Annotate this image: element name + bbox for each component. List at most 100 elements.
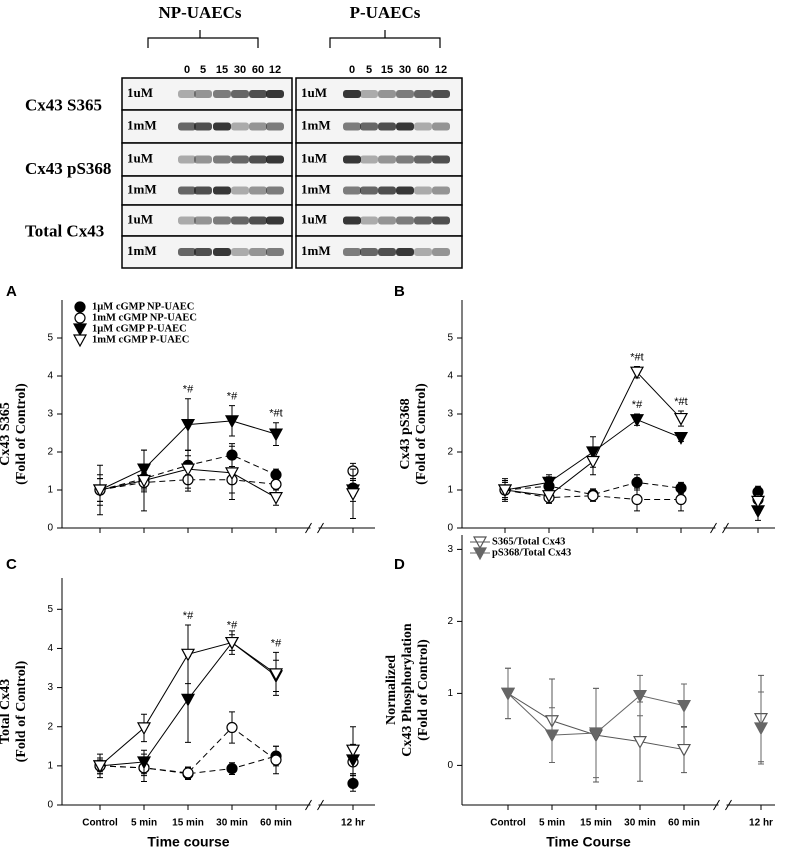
marker [180, 419, 196, 432]
lane-label: 12 [269, 64, 281, 76]
y-tick-label: 1 [47, 761, 53, 772]
marker [92, 484, 108, 498]
blot-band [414, 186, 432, 195]
blot-band [213, 122, 231, 131]
annotation: *#t [674, 396, 687, 408]
marker [136, 474, 152, 488]
blot-band [414, 90, 432, 98]
x-axis-label: Time course [147, 834, 229, 850]
y-axis-label: Cx43 S365 [0, 402, 13, 465]
marker [268, 428, 284, 442]
blot-band [249, 216, 267, 225]
marker [224, 415, 240, 429]
blot-band [414, 248, 432, 256]
marker [676, 743, 692, 757]
marker [72, 323, 88, 337]
blot-band [343, 216, 361, 225]
y-axis-label: Cx43 Phosphorylation [400, 623, 415, 757]
marker [180, 648, 196, 662]
y-tick-label: 5 [47, 604, 53, 615]
y-tick-label: 1 [47, 485, 53, 496]
legend-label: 1mM cGMP P-UAEC [92, 334, 189, 345]
blot-band [396, 122, 414, 131]
blot-band [249, 186, 267, 195]
blot-band [178, 216, 196, 225]
blot-band [231, 90, 249, 98]
blot-band [231, 186, 249, 195]
blot-band [378, 90, 396, 98]
panel-label: A [6, 283, 17, 300]
blot-band [432, 248, 450, 256]
series-line [100, 469, 353, 498]
dose-label: 1uM [127, 211, 153, 226]
y-axis-label: Normalized [384, 655, 399, 725]
legend-label: 1µM cGMP NP-UAEC [92, 301, 194, 312]
blot-band [343, 155, 361, 164]
dose-label: 1uM [127, 150, 153, 165]
annotation: *#t [630, 351, 643, 363]
axis-break [710, 522, 729, 534]
blot-band [194, 155, 212, 164]
marker [226, 763, 238, 775]
lane-label: 5 [366, 64, 372, 76]
dose-label: 1mM [127, 181, 157, 196]
y-tick-label: 3 [447, 544, 453, 555]
group-header: P-UAECs [350, 3, 421, 22]
blot-band [360, 248, 378, 256]
blot-band [231, 248, 249, 256]
panel-label: C [6, 556, 17, 573]
y-tick-label: 0 [447, 523, 453, 534]
marker [347, 777, 359, 790]
blot-band [249, 90, 267, 98]
marker [500, 687, 516, 701]
blot-band [178, 186, 196, 195]
blot-panel [295, 109, 463, 144]
blot-band [266, 122, 284, 131]
annotation: *# [183, 384, 194, 396]
blot-band [178, 155, 196, 164]
blot-band [231, 122, 249, 131]
panel-label: D [394, 556, 405, 573]
marker [629, 414, 645, 427]
marker [224, 636, 240, 650]
annotation: *# [632, 399, 643, 411]
y-tick-label: 0 [47, 800, 53, 811]
marker [180, 463, 196, 477]
dose-label: 1mM [127, 243, 157, 258]
group-header: NP-UAECs [158, 3, 241, 22]
marker [750, 495, 766, 509]
marker [270, 754, 282, 766]
x-tick-label: Control [82, 818, 118, 829]
annotation: *# [271, 637, 282, 649]
blot-band [249, 155, 267, 164]
marker [675, 493, 687, 506]
axis-break [305, 522, 324, 534]
blot-band [343, 122, 361, 131]
marker [544, 729, 560, 743]
y-tick-label: 3 [447, 409, 453, 420]
blot-band [396, 248, 414, 256]
legend-label: S365/Total Cx43 [492, 536, 565, 547]
marker [673, 431, 689, 445]
x-tick-label: 12 hr [341, 818, 365, 829]
blot-band [213, 90, 231, 98]
blot-band [396, 90, 414, 98]
blot-band [249, 248, 267, 256]
y-tick-label: 0 [47, 523, 53, 534]
blot-band [194, 186, 212, 195]
blot-band [378, 186, 396, 195]
marker [72, 334, 88, 348]
protein-label: Cx43 pS368 [25, 159, 111, 178]
blot-band [343, 248, 361, 256]
dose-label: 1uM [301, 150, 327, 165]
marker [345, 744, 361, 758]
legend-label: pS368/Total Cx43 [492, 547, 571, 558]
blot-band [194, 248, 212, 256]
marker [92, 760, 108, 774]
marker [753, 722, 769, 736]
marker [268, 492, 284, 505]
marker [585, 455, 601, 469]
blot-band [432, 216, 450, 225]
marker [182, 767, 194, 779]
